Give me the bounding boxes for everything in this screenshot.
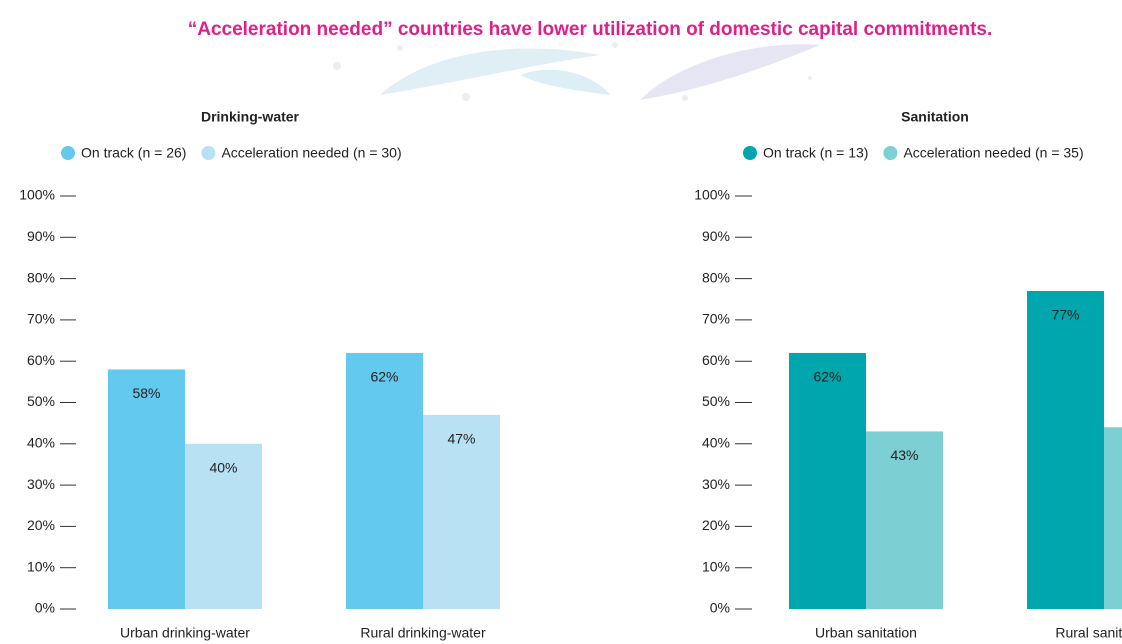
y-tick-label: 40% bbox=[702, 435, 730, 451]
y-tick-label: 30% bbox=[27, 476, 55, 492]
y-tick-label: 10% bbox=[27, 558, 55, 574]
bar bbox=[108, 369, 185, 609]
y-tick-label: 80% bbox=[27, 269, 55, 285]
bar bbox=[1104, 427, 1122, 609]
y-tick-label: 70% bbox=[27, 311, 55, 327]
value-label: 43% bbox=[890, 447, 918, 463]
x-tick-label: Urban sanitation bbox=[815, 625, 917, 641]
y-tick-label: 50% bbox=[702, 393, 730, 409]
x-tick-label: Rural sanitation bbox=[1055, 625, 1122, 641]
y-tick-label: 0% bbox=[710, 600, 730, 616]
value-label: 62% bbox=[813, 369, 841, 385]
y-tick-label: 80% bbox=[702, 269, 730, 285]
bar bbox=[1027, 290, 1104, 609]
y-tick-label: 60% bbox=[27, 352, 55, 368]
y-tick-label: 30% bbox=[702, 476, 730, 492]
decoration bbox=[333, 42, 820, 101]
page-title: “Acceleration needed” countries have low… bbox=[188, 19, 993, 40]
y-tick-label: 70% bbox=[702, 311, 730, 327]
value-label: 40% bbox=[209, 460, 237, 476]
y-tick-label: 100% bbox=[19, 187, 55, 203]
legend-label: Acceleration needed (n = 35) bbox=[903, 145, 1083, 161]
bar bbox=[185, 443, 262, 609]
y-tick-label: 40% bbox=[27, 435, 55, 451]
y-tick-label: 10% bbox=[702, 558, 730, 574]
y-tick-label: 20% bbox=[27, 517, 55, 533]
y-tick-label: 20% bbox=[702, 517, 730, 533]
y-tick-label: 50% bbox=[27, 393, 55, 409]
x-tick-label: Urban drinking-water bbox=[120, 625, 250, 641]
legend-swatch bbox=[61, 146, 75, 160]
legend-swatch bbox=[201, 146, 216, 160]
value-label: 77% bbox=[1051, 307, 1079, 323]
chart-title: Drinking-water bbox=[201, 109, 300, 125]
y-tick-label: 60% bbox=[702, 352, 730, 368]
legend-swatch bbox=[743, 146, 757, 160]
value-label: 58% bbox=[132, 385, 160, 401]
chart-title: Sanitation bbox=[901, 109, 969, 125]
legend-label: On track (n = 26) bbox=[81, 145, 186, 161]
legend-label: Acceleration needed (n = 30) bbox=[221, 145, 401, 161]
y-tick-label: 100% bbox=[694, 187, 730, 203]
x-tick-label: Rural drinking-water bbox=[360, 625, 486, 641]
y-tick-label: 0% bbox=[35, 600, 55, 616]
bar bbox=[346, 352, 423, 609]
bar bbox=[423, 414, 500, 609]
bar bbox=[789, 352, 866, 609]
bar bbox=[866, 431, 943, 609]
legend-swatch bbox=[883, 146, 898, 160]
legend-label: On track (n = 13) bbox=[763, 145, 868, 161]
value-label: 47% bbox=[447, 431, 475, 447]
value-label: 62% bbox=[370, 369, 398, 385]
y-tick-label: 90% bbox=[702, 228, 730, 244]
y-tick-label: 90% bbox=[27, 228, 55, 244]
